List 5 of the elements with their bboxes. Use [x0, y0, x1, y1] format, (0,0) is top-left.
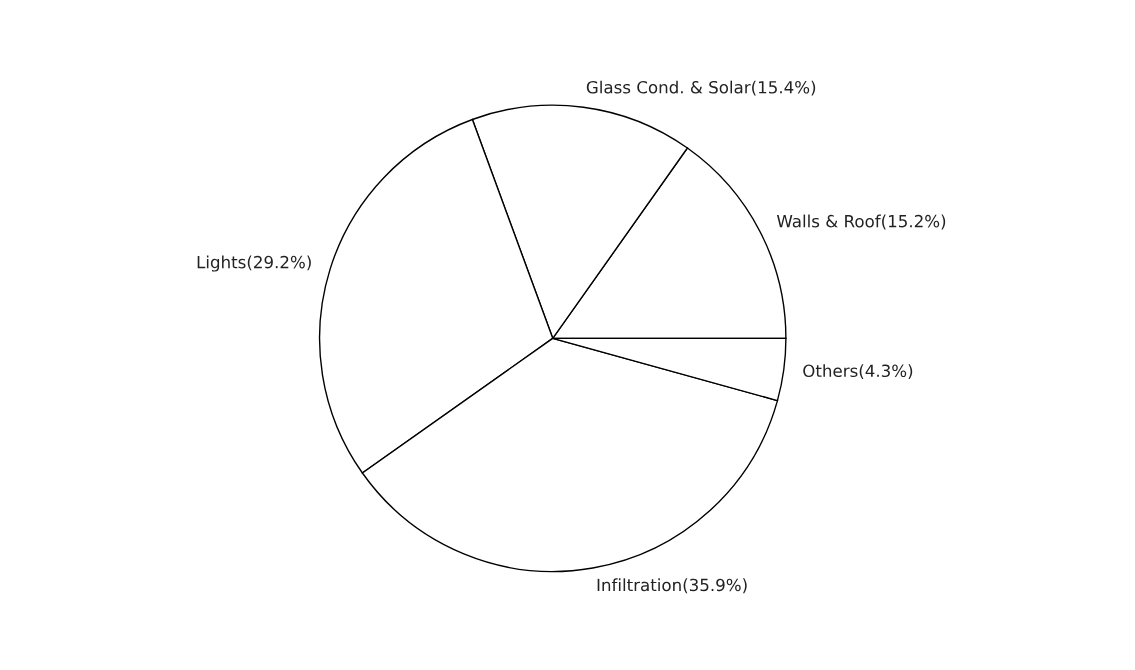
slice-label: Lights(29.2%) [197, 255, 311, 272]
slice-label: Glass Cond. & Solar(15.4%) [586, 80, 816, 96]
slice-label: Others(4.3%) [803, 364, 913, 380]
slice-label: Walls & Roof(15.2%) [776, 214, 946, 230]
slice-label: Infiltration(35.9%) [597, 578, 747, 594]
